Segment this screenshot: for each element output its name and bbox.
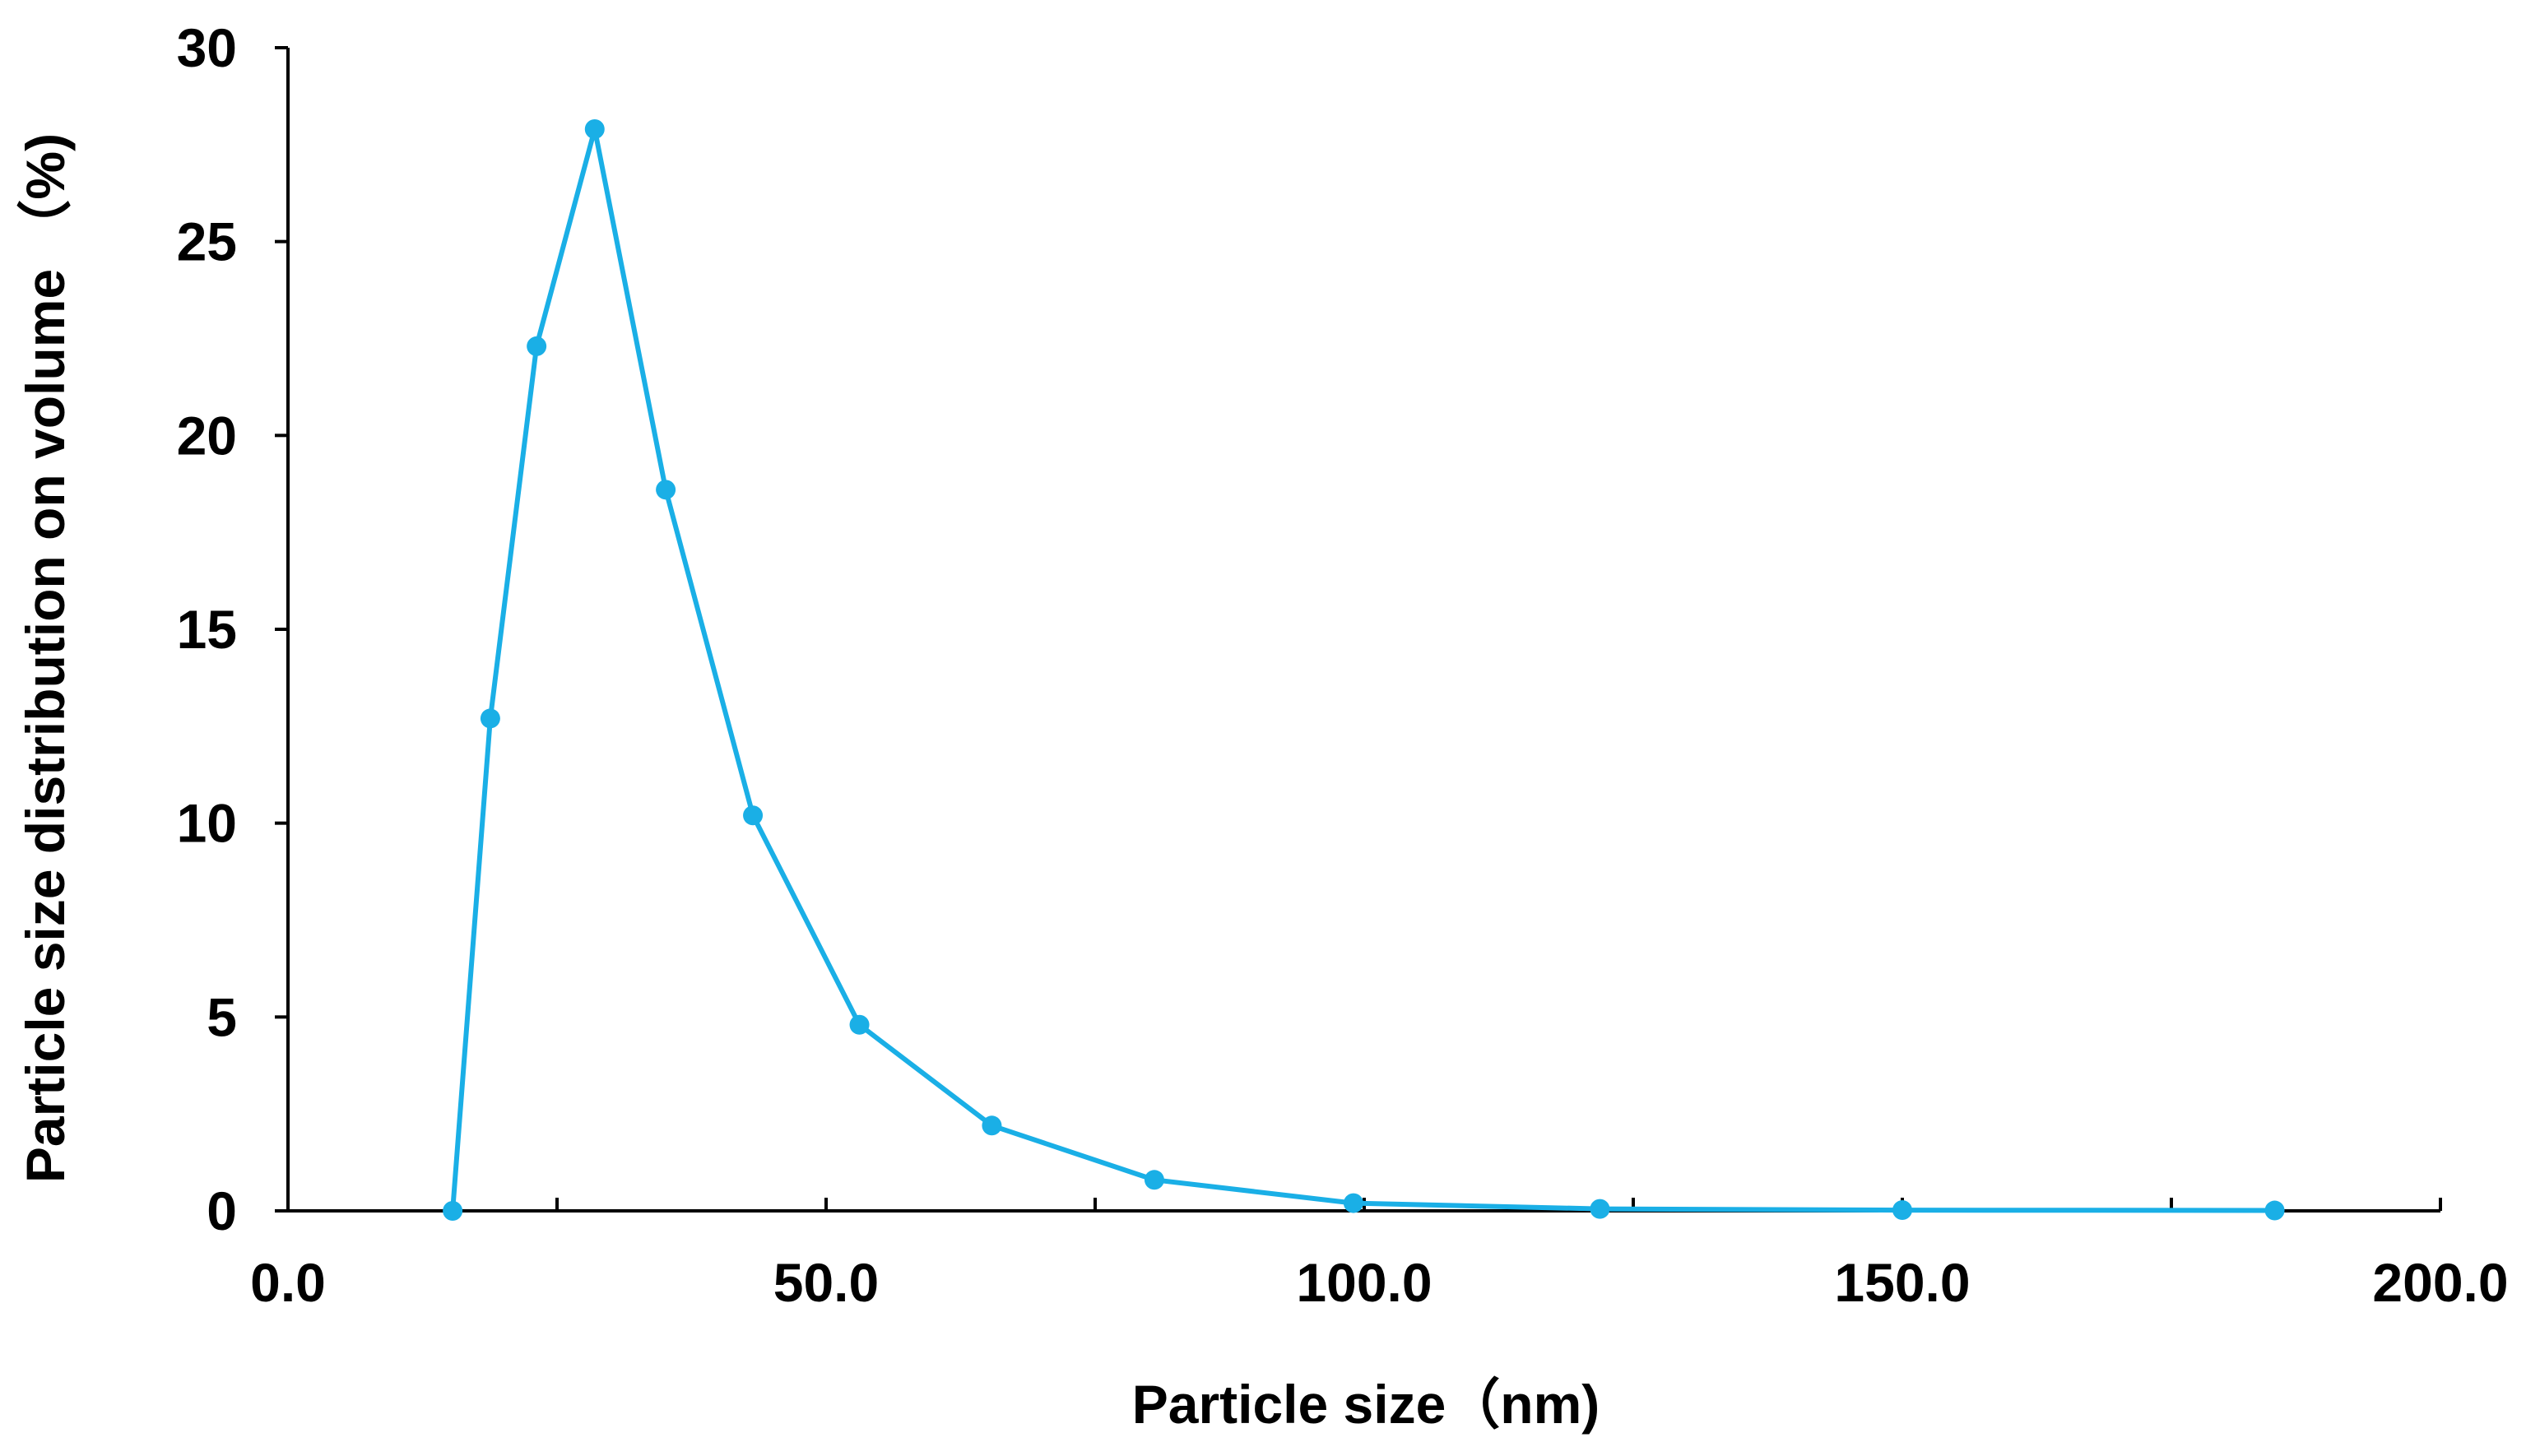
x-axis-title: Particle size（nm) bbox=[1132, 1374, 1600, 1435]
y-tick-label: 10 bbox=[177, 793, 237, 854]
data-point bbox=[849, 1014, 870, 1035]
y-axis-title: Particle size distribution on volume （%) bbox=[15, 133, 76, 1183]
data-point bbox=[1343, 1193, 1363, 1213]
data-point bbox=[1892, 1200, 1912, 1221]
data-point bbox=[1590, 1199, 1610, 1219]
y-tick-label: 25 bbox=[177, 211, 237, 272]
x-ticks: 0.0 50.0 100.0 150.0 200.0 bbox=[250, 1198, 2509, 1313]
y-ticks: 0 5 10 15 20 25 30 bbox=[177, 17, 288, 1241]
data-point bbox=[2264, 1200, 2285, 1221]
x-tick-label: 100.0 bbox=[1296, 1252, 1432, 1313]
y-tick-label: 20 bbox=[177, 405, 237, 466]
data-point bbox=[1144, 1170, 1164, 1190]
data-point bbox=[443, 1201, 463, 1221]
series-layer bbox=[443, 118, 2285, 1221]
data-point bbox=[527, 336, 547, 356]
data-point bbox=[584, 118, 605, 139]
x-tick-label: 0.0 bbox=[250, 1252, 326, 1313]
y-tick-label: 0 bbox=[207, 1180, 237, 1241]
y-tick-label: 5 bbox=[207, 986, 237, 1047]
x-tick-label: 50.0 bbox=[773, 1252, 879, 1313]
data-point bbox=[480, 708, 500, 729]
data-point bbox=[656, 480, 676, 500]
data-point bbox=[743, 805, 764, 826]
x-tick-label: 150.0 bbox=[1834, 1252, 1970, 1313]
series-line bbox=[450, 127, 2275, 1213]
y-tick-label: 15 bbox=[177, 599, 237, 660]
x-tick-label: 200.0 bbox=[2372, 1252, 2508, 1313]
data-point bbox=[982, 1115, 1002, 1136]
y-tick-label: 30 bbox=[177, 17, 237, 78]
